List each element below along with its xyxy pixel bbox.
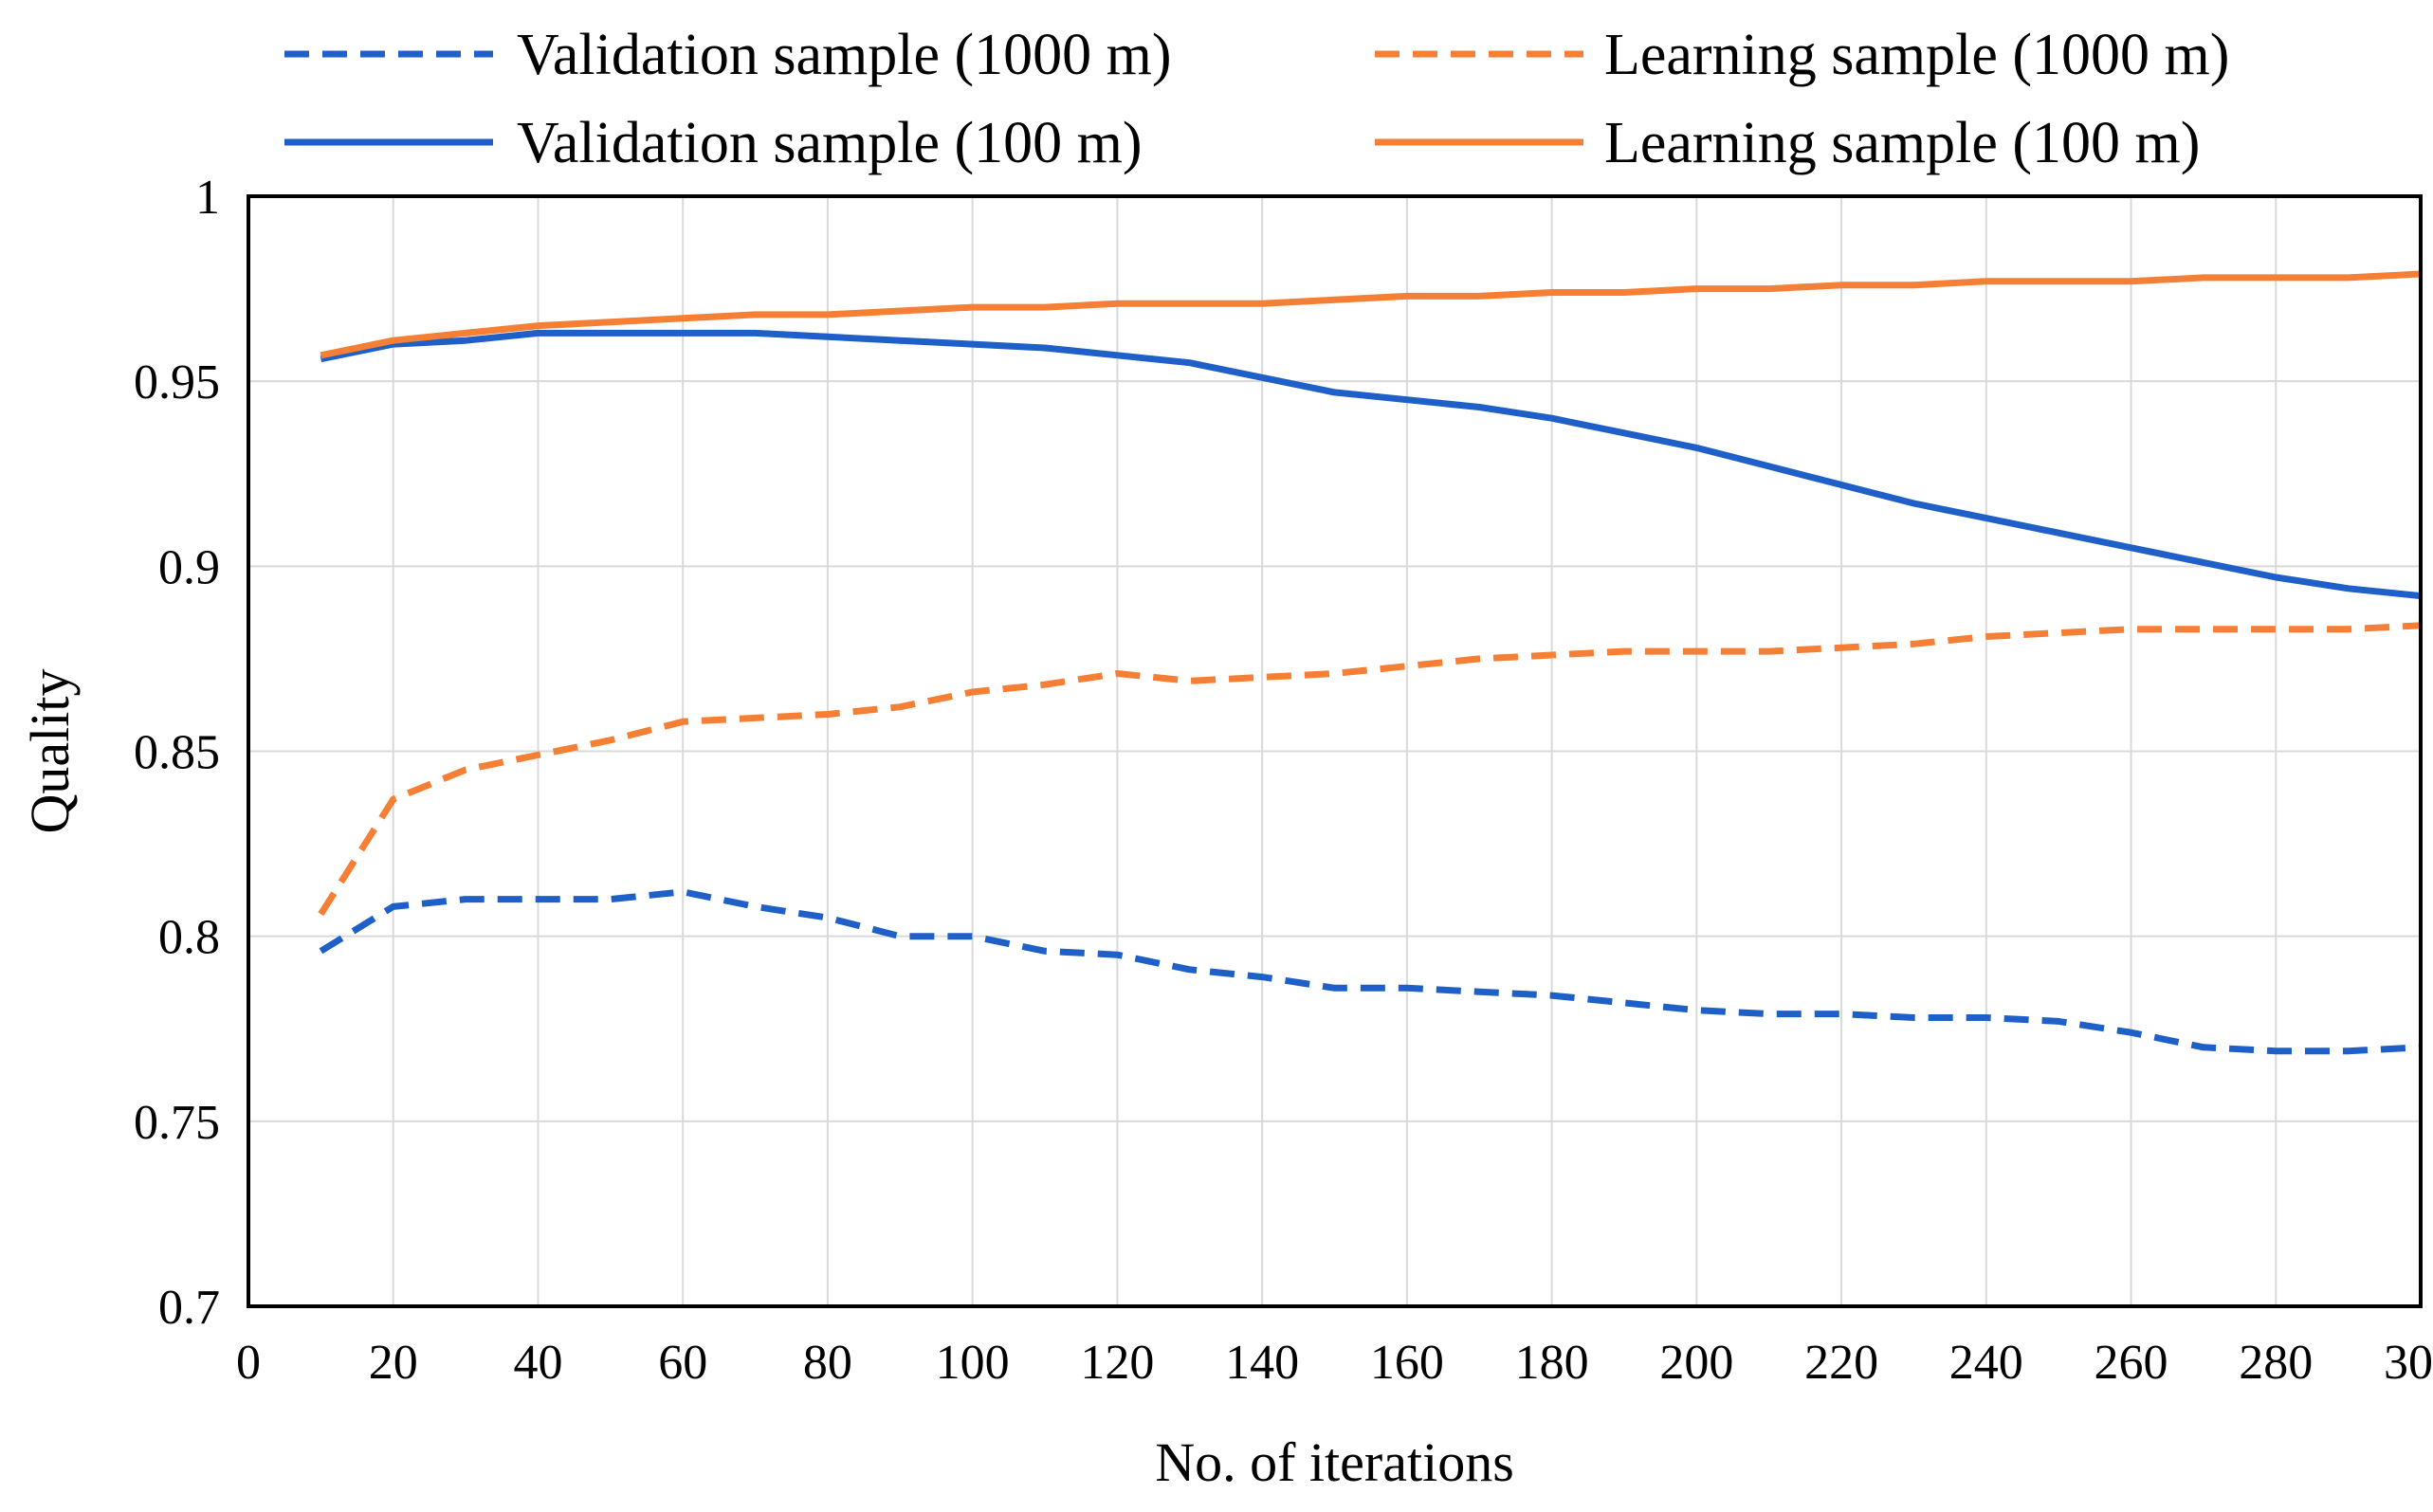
series-line-4 [320,270,2422,359]
y-axis-ticks: 0.7 0.75 0.8 0.85 0.9 0.95 1 [134,171,220,1335]
y-tick-label: 0.7 [158,1281,220,1335]
x-axis-title: No. of iterations [1155,1431,1514,1493]
y-tick-label: 1 [195,171,220,225]
x-axis-ticks: 0 20 40 60 80 100 120 140 160 180 200 220 240 260 280 3… [236,1336,2433,1390]
y-tick-label: 0.85 [134,726,220,780]
x-tick-label: 280 [2239,1336,2313,1390]
x-tick-label: 100 [936,1336,1010,1390]
plot-area-border [247,194,2423,1308]
y-tick-label: 0.8 [158,911,220,965]
x-tick-label: 220 [1804,1336,1878,1390]
legend-label-1: Validation sample (1000 m) [517,23,1171,87]
legend-label-2: Learning sample (1000 m) [1604,23,2229,87]
grid-lines [248,196,2421,1306]
x-tick-label: 20 [369,1336,418,1390]
y-tick-label: 0.9 [158,540,220,594]
series-line-2 [318,622,2422,917]
legend-label-4: Learning sample (100 m) [1604,111,2200,175]
x-tick-label: 120 [1080,1336,1154,1390]
x-tick-label: 60 [658,1336,707,1390]
y-tick-label: 0.75 [134,1096,220,1150]
x-tick-label: 240 [1949,1336,2023,1390]
x-tick-label: 0 [236,1336,261,1390]
legend: Validation sample (1000 m) Learning sampl… [284,23,2229,175]
series-line-1 [319,888,2422,1055]
series-line-3 [320,329,2422,600]
x-tick-label: 180 [1515,1336,1589,1390]
y-tick-label: 0.95 [134,355,220,410]
x-tick-label: 200 [1659,1336,1733,1390]
y-axis-title: Quality [19,669,81,834]
x-tick-label: 40 [513,1336,562,1390]
x-tick-label: 260 [2095,1336,2168,1390]
series-lines [318,270,2422,1055]
x-tick-label: 160 [1370,1336,1444,1390]
x-tick-label: 140 [1225,1336,1299,1390]
x-tick-label: 80 [803,1336,852,1390]
legend-label-3: Validation sample (100 m) [517,111,1142,175]
x-tick-label: 300 [2384,1336,2433,1390]
